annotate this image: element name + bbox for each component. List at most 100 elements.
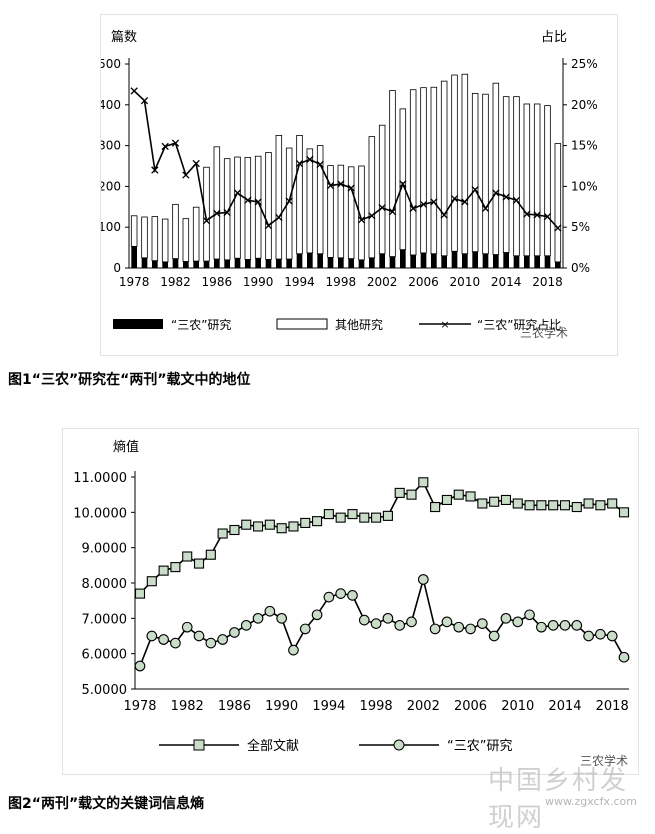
point-sannong-1987 xyxy=(240,620,252,631)
ratio-point-1994 xyxy=(295,159,304,168)
x-tick-label-2006: 2006 xyxy=(454,699,487,714)
ratio-point-2006 xyxy=(419,200,428,209)
bar-sannong-2011 xyxy=(472,251,479,268)
point-all-1995 xyxy=(335,512,346,523)
point-all-1979 xyxy=(146,576,157,587)
ratio-point-1979 xyxy=(140,97,149,105)
bar-sannong-1983 xyxy=(182,261,189,268)
x-tick-label-2018: 2018 xyxy=(532,275,563,289)
point-all-2004 xyxy=(441,494,452,506)
point-all-1990 xyxy=(276,523,287,534)
x-tick-label-1986: 1986 xyxy=(202,275,233,289)
figure1-right-axis-title: 占比 xyxy=(541,30,567,45)
point-sannong-1982 xyxy=(181,621,193,633)
bar-sannong-1996 xyxy=(317,253,324,268)
bar-other-2005 xyxy=(409,89,417,256)
point-sannong-1985 xyxy=(217,634,228,645)
left-tick-label-200: 200 xyxy=(101,179,121,193)
y-tick-label-0: 5.0000 xyxy=(82,683,128,698)
x-tick-label-2002: 2002 xyxy=(367,275,398,289)
series-line-0 xyxy=(139,480,625,595)
x-tick-label-1990: 1990 xyxy=(265,699,298,714)
watermark-sannong-1: 三农学术 xyxy=(520,326,569,340)
ratio-point-1983 xyxy=(182,171,190,179)
y-tick-label-4: 9.0000 xyxy=(82,542,128,557)
bar-other-2019 xyxy=(554,143,562,263)
bar-other-1999 xyxy=(347,166,355,260)
ratio-point-2014 xyxy=(502,193,510,201)
point-all-1980 xyxy=(158,565,169,576)
point-all-1994 xyxy=(323,509,334,520)
bar-sannong-1999 xyxy=(348,258,355,268)
legend-label-ratio: “三农”研究占比 xyxy=(477,317,561,332)
x-tick-label-2014: 2014 xyxy=(548,699,581,714)
bar-other-2007 xyxy=(430,86,438,255)
bar-sannong-2008 xyxy=(441,255,448,268)
bar-other-1988 xyxy=(234,156,241,259)
point-sannong-2006 xyxy=(465,623,476,635)
point-sannong-1992 xyxy=(299,623,311,635)
point-all-1991 xyxy=(288,521,299,532)
point-sannong-2007 xyxy=(476,618,488,629)
figure2-caption: 图2“两刊”载文的关键词信息熵 xyxy=(8,796,205,812)
point-sannong-2003 xyxy=(429,623,441,635)
point-all-1999 xyxy=(382,510,393,521)
right-tick-label-5: 25% xyxy=(571,57,598,71)
bar-other-2017 xyxy=(533,103,541,257)
left-tick-label-0: 0 xyxy=(113,261,121,275)
ratio-point-2019 xyxy=(554,224,562,232)
ratio-point-2013 xyxy=(492,189,500,197)
point-sannong-1979 xyxy=(146,630,158,642)
bar-sannong-2019 xyxy=(554,261,561,268)
point-sannong-2012 xyxy=(536,621,547,633)
point-sannong-2010 xyxy=(512,616,524,628)
point-sannong-1995 xyxy=(335,588,347,599)
point-sannong-2009 xyxy=(500,612,512,624)
bar-sannong-1992 xyxy=(275,259,282,268)
ratio-point-2004 xyxy=(399,180,407,188)
ratio-point-2011 xyxy=(471,186,479,194)
bar-other-2008 xyxy=(440,80,448,257)
watermark-sannong-2: 三农学术 xyxy=(580,754,629,768)
bar-other-1978 xyxy=(130,215,138,247)
bar-sannong-2009 xyxy=(451,251,458,268)
bar-other-1989 xyxy=(244,157,252,260)
ratio-point-2005 xyxy=(409,204,417,213)
point-sannong-1986 xyxy=(229,627,240,638)
point-all-1987 xyxy=(241,519,252,530)
legend-swatch-sannong xyxy=(113,319,163,329)
left-tick-label-400: 400 xyxy=(101,98,121,112)
bar-other-2004 xyxy=(399,108,407,251)
x-tick-label-2014: 2014 xyxy=(491,275,522,289)
bar-sannong-1987 xyxy=(224,259,231,268)
bar-sannong-2017 xyxy=(534,255,541,268)
bar-other-1984 xyxy=(192,206,200,262)
bar-sannong-2014 xyxy=(503,252,510,268)
point-all-1978 xyxy=(134,588,146,599)
left-tick-label-500: 500 xyxy=(101,57,121,71)
x-tick-label-1978: 1978 xyxy=(119,275,150,289)
point-all-1997 xyxy=(359,512,370,523)
point-sannong-1994 xyxy=(323,591,335,603)
ratio-point-1998 xyxy=(337,180,345,188)
bar-sannong-2003 xyxy=(389,256,396,268)
ratio-point-2001 xyxy=(368,212,376,220)
bar-other-2014 xyxy=(502,96,510,253)
bar-sannong-2010 xyxy=(461,253,468,268)
bar-other-1982 xyxy=(172,203,179,260)
x-tick-label-1982: 1982 xyxy=(171,699,204,714)
figure2-y-axis-title: 熵值 xyxy=(113,439,139,455)
point-sannong-2019 xyxy=(618,651,630,663)
ratio-point-2000 xyxy=(357,216,366,224)
point-all-1985 xyxy=(217,528,228,539)
legend-marker-ratio: × xyxy=(440,318,449,331)
point-all-2019 xyxy=(618,507,630,518)
left-tick-label-100: 100 xyxy=(101,220,121,234)
point-all-2014 xyxy=(559,500,571,511)
x-tick-label-1994: 1994 xyxy=(312,699,345,714)
bar-sannong-2004 xyxy=(399,249,406,268)
right-tick-label-3: 15% xyxy=(571,139,598,153)
figure1-legend: “三农”研究 其他研究 × “三农”研究占比 xyxy=(113,317,561,332)
ratio-point-2007 xyxy=(430,198,438,206)
point-sannong-2004 xyxy=(441,616,453,628)
